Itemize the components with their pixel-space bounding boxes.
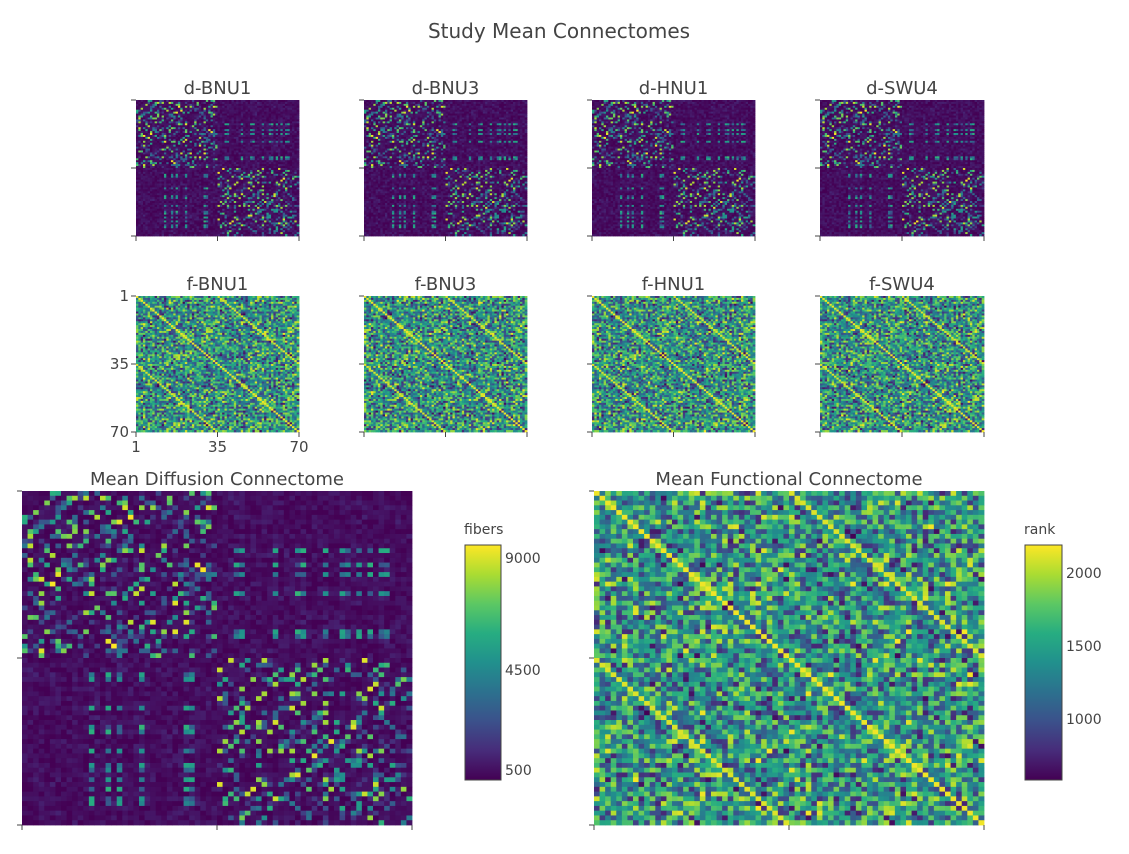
figure-title: Study Mean Connectomes bbox=[428, 19, 690, 43]
heatmap-panel: d-BNU1 bbox=[131, 78, 299, 241]
